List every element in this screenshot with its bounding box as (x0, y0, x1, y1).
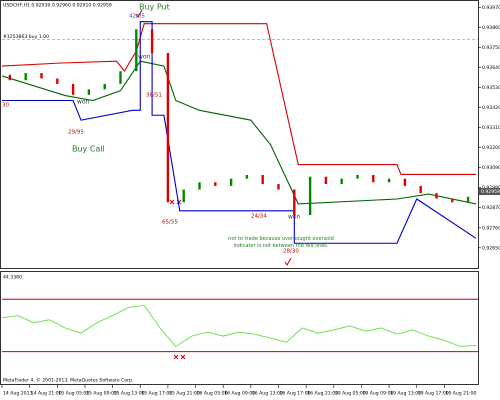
candle (198, 182, 201, 190)
candle (229, 178, 233, 186)
y-tick-label: 0.92870 (482, 205, 500, 211)
x-tick-label: 19 Aug 13:00 (390, 391, 421, 397)
candle (324, 176, 328, 185)
annotation: Buy Call (72, 145, 105, 154)
candle (182, 189, 185, 203)
annotation: 28/30 (283, 249, 299, 255)
check-mark (135, 9, 143, 18)
candle (8, 74, 12, 81)
band-line (2, 21, 477, 244)
y-tick-label: 0.93750 (482, 45, 500, 51)
candle (87, 89, 91, 95)
x-tick-label: 19 Aug 05:00 (335, 391, 366, 397)
x-tick-label: 16 Aug 21:00 (307, 391, 338, 397)
candle (150, 29, 154, 53)
candle (166, 52, 170, 203)
y-tick-label: 0.93090 (482, 165, 500, 171)
candle (308, 176, 312, 216)
indicator-line (1, 304, 477, 348)
chart-title: USDCHF,H1 0.92930 0.92960 0.92910 0.9295… (3, 3, 112, 9)
x-tick-label: 19 Aug 21:00 (445, 391, 476, 397)
candle (71, 83, 75, 95)
y-tick-label: 0.93310 (482, 125, 500, 131)
y-tick-label: 0.93970 (482, 5, 500, 11)
candle (403, 178, 407, 186)
candle (56, 78, 59, 84)
y-tick-label: 0.93640 (482, 65, 500, 71)
y-tick-label: 0.93530 (482, 85, 500, 91)
x-tick-label: 14 Aug 2013 (3, 391, 33, 397)
x-tick-label: 15 Aug 21:00 (169, 391, 200, 397)
candle (261, 174, 264, 185)
candle (119, 71, 122, 84)
annotation: 30 (2, 103, 9, 109)
x-tick-label: 15 Aug 17:00 (141, 391, 172, 397)
footer: MetaTrader 4, © 2001-2013, MetaQuotes So… (3, 377, 133, 384)
candle (419, 185, 422, 194)
x-tick-label: 15 Aug 05:00 (58, 391, 89, 397)
x-tick-label: 16 Aug 13:00 (252, 391, 283, 397)
candle (293, 189, 296, 216)
main-pane (0, 0, 479, 269)
x-tick-label: 15 Aug 13:00 (114, 391, 145, 397)
band-line (1, 60, 477, 205)
candle (277, 184, 280, 190)
candle (135, 29, 138, 72)
candle (356, 174, 359, 179)
check-mark (284, 257, 292, 266)
candle (340, 178, 343, 185)
candle (40, 73, 43, 79)
band-line (1, 23, 476, 175)
indicator-pane (0, 271, 479, 385)
x-tick-label: 15 Aug 09:00 (86, 391, 117, 397)
annotation: 24/34 (251, 214, 267, 220)
annotation-note: not to trade because overbought oversold… (228, 236, 334, 249)
candle (435, 193, 438, 199)
y-tick-label: 0.92650 (482, 245, 500, 251)
cross-mark (173, 354, 186, 360)
annotation: Buy Put (139, 3, 170, 12)
x-tick-label: 19 Aug 09:00 (362, 391, 393, 397)
x-tick-label: 16 Aug 05:00 (197, 391, 228, 397)
annotation: won (138, 54, 151, 61)
x-tick-label: 16 Aug 09:00 (224, 391, 255, 397)
candle (24, 73, 27, 81)
candle (214, 182, 217, 186)
annotation: 38/51 (146, 93, 162, 99)
candle (372, 174, 375, 183)
price-marker-box (479, 188, 500, 196)
candle (466, 196, 470, 203)
annotation: 65/55 (162, 220, 178, 226)
cross-mark (169, 199, 182, 205)
price-marker-label: 0.92959 (481, 189, 500, 195)
x-tick-label: 19 Aug 17:00 (418, 391, 449, 397)
candle (451, 198, 454, 203)
x-tick-label: 14 Aug 21:00 (31, 391, 62, 397)
annotation: won (77, 99, 90, 106)
candle (387, 178, 391, 183)
y-tick-label: 0.92760 (482, 225, 500, 231)
candle (245, 174, 249, 179)
y-tick-label: 0.93420 (482, 105, 500, 111)
candle (103, 83, 106, 90)
y-tick-label: 0.93200 (482, 145, 500, 151)
order-label: #1253863 buy 1.00 (3, 34, 49, 40)
annotation: 29/95 (68, 130, 84, 136)
x-tick-label: 16 Aug 17:00 (280, 391, 311, 397)
indicator-label: 44.3380 (3, 275, 22, 281)
y-tick-label: 0.93860 (482, 25, 500, 31)
